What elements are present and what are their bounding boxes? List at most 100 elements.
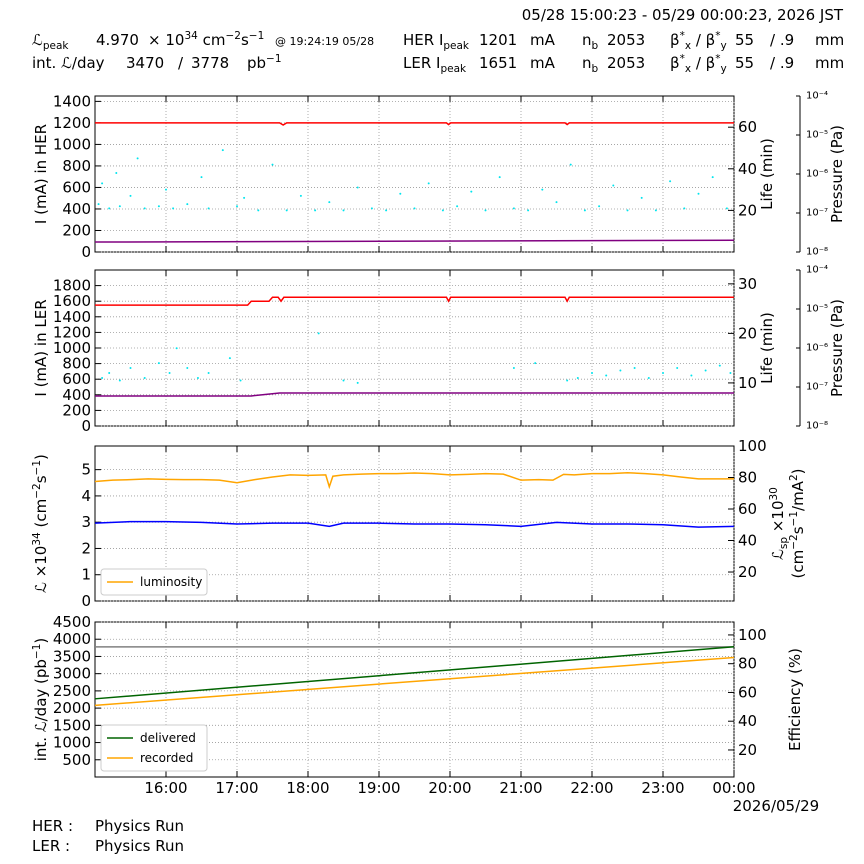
lpeak-value: 4.970 (96, 31, 139, 49)
life-point (566, 379, 569, 382)
x-tick-label: 18:00 (286, 779, 329, 797)
legend: luminosity (100, 568, 208, 596)
life-point (619, 369, 622, 372)
y2-tick-label: 30 (738, 275, 757, 293)
life-point (470, 190, 473, 193)
life-point (108, 207, 111, 210)
text-part: s (789, 526, 807, 534)
text-part: / β (691, 31, 715, 49)
x-tick-label: 22:00 (570, 779, 613, 797)
footer-label: HER : (32, 817, 73, 835)
life-point (228, 357, 231, 360)
text-part: cm (198, 31, 226, 49)
y2-tick-label: 80 (738, 655, 757, 673)
series-line (94, 472, 734, 490)
text-part: ) (32, 454, 50, 460)
text-part: b (592, 63, 599, 75)
life-point (413, 207, 416, 210)
life-point (662, 372, 664, 375)
y-tick-label: 600 (62, 178, 91, 196)
text-part: n (582, 54, 592, 72)
y2-tick-label: 100 (738, 626, 767, 644)
life-point (498, 176, 501, 179)
text-part: / β (691, 54, 715, 72)
ring-label: LER Ipeak (403, 54, 467, 75)
y-tick-label: 1200 (53, 114, 91, 132)
y-tick-label: 4000 (53, 630, 91, 648)
y3-tick-label: 10⁻⁸ (806, 247, 828, 258)
panel: 16:00 17:00 18:00 19:00 20:00 21:00 22:00 23:00… (53, 613, 819, 815)
life-point (669, 180, 672, 183)
text-part: peak (443, 40, 470, 52)
text-part: 34 (31, 532, 43, 546)
axis-label: ℒsp ×1030 (768, 487, 790, 560)
life-point (129, 194, 132, 197)
footer-status: Physics Run (95, 817, 184, 835)
series-line (94, 656, 735, 707)
text-part: y (720, 63, 726, 75)
text-part: HER I (403, 31, 443, 49)
life-point (165, 188, 167, 191)
text-part: −1 (31, 460, 43, 475)
y-tick-label: 1800 (53, 277, 91, 295)
life-point (729, 372, 732, 375)
text-part: x (685, 63, 691, 75)
betay: / .9 (770, 54, 794, 72)
text-part: ℒ (32, 31, 43, 49)
y-tick-label: 1400 (53, 308, 91, 326)
y2-tick-label: 40 (738, 160, 757, 178)
life-point (239, 379, 242, 382)
text-part: * (715, 53, 720, 65)
plot-frame (94, 445, 735, 602)
y3-tick-label: 10⁻⁶ (806, 169, 828, 180)
text-part: * (680, 30, 685, 42)
life-point (129, 367, 132, 370)
life-point (271, 163, 274, 166)
life-point (257, 209, 260, 212)
life-point (314, 209, 317, 212)
y-tick-label: 1000 (53, 339, 91, 357)
text-part: −1 (266, 53, 281, 65)
text-part: s (241, 31, 249, 49)
axis-label: Life (min) (758, 312, 776, 384)
text-part: /mA (789, 480, 807, 511)
text-part: x (685, 40, 691, 52)
text-part: β (670, 54, 680, 72)
life-point (186, 203, 189, 206)
axis-label: I (mA) in HER (32, 124, 50, 224)
intl-max: 3778 (191, 54, 229, 72)
ring-label: HER Ipeak (403, 31, 470, 52)
x-tick-label: 19:00 (357, 779, 400, 797)
text-part: β (670, 31, 680, 49)
text-part: I (mA) in HER (32, 124, 50, 224)
y2-tick-label: 100 (738, 437, 767, 455)
beta-unit: mm (815, 31, 844, 49)
y-tick-label: 200 (62, 401, 91, 419)
life-point (172, 207, 175, 210)
y2-tick-label: 60 (738, 500, 757, 518)
y-tick-label: 2000 (53, 699, 91, 717)
text-part: × 10 (148, 31, 184, 49)
axis-label: I (mA) in LER (32, 299, 50, 396)
footer-label: LER : (32, 837, 70, 855)
text-part: pb (247, 54, 266, 72)
text-part: (cm (32, 499, 50, 532)
life-point (591, 372, 593, 375)
series-line (95, 296, 734, 306)
y3-tick-label: 10⁻⁵ (806, 130, 828, 141)
life-point (356, 186, 359, 189)
text-part: 34 (184, 30, 198, 42)
life-point (108, 372, 111, 375)
life-point (676, 367, 679, 370)
life-point (143, 376, 146, 379)
text-part: b (592, 40, 599, 52)
life-point (598, 205, 601, 208)
life-point (399, 192, 402, 195)
x-tick-label: 21:00 (499, 779, 542, 797)
y-tick-label: 1200 (53, 323, 91, 341)
text-part: LER I (403, 54, 440, 72)
life-point (317, 332, 320, 335)
text-part: ℒ ×10 (32, 546, 50, 593)
life-point (299, 194, 302, 197)
